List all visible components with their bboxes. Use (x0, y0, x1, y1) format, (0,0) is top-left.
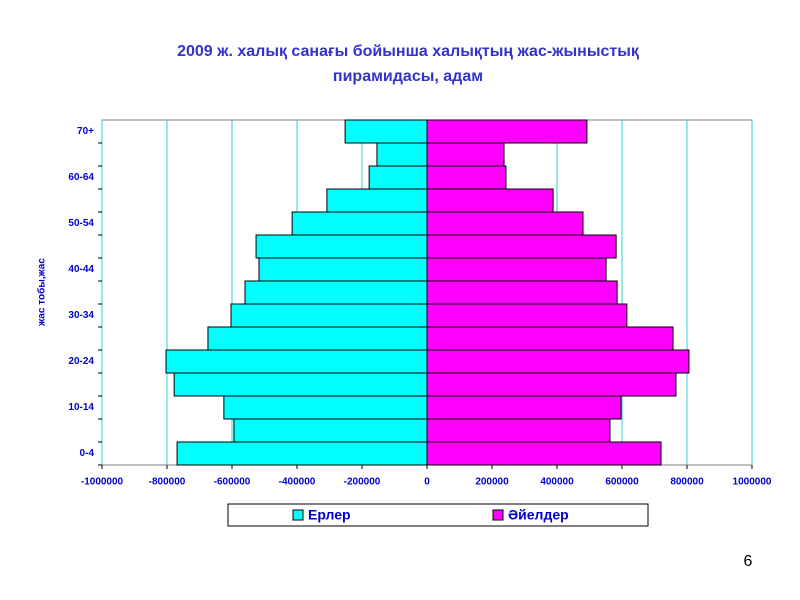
bar (426, 303, 628, 328)
legend-swatch (292, 509, 304, 521)
x-tick-label: 400000 (540, 477, 574, 488)
x-tick-label: -1000000 (81, 477, 124, 488)
bar (426, 349, 690, 374)
y-axis-label: жас тобы,жас (36, 258, 48, 327)
bar (233, 418, 428, 443)
bar (426, 234, 617, 259)
x-tick-label: 1000000 (733, 477, 772, 488)
x-tick-label: 600000 (605, 477, 639, 488)
bar (368, 165, 428, 190)
bar (173, 372, 428, 397)
x-tick-label: -200000 (344, 477, 381, 488)
chart-title: 2009 ж. халық санағы бойынша халықтың жа… (177, 43, 640, 60)
chart-title: пирамидасы, адам (333, 68, 483, 85)
bar (426, 188, 554, 213)
y-tick-label: 30-34 (68, 310, 94, 321)
bar (426, 211, 584, 236)
y-tick-label: 40-44 (68, 264, 94, 275)
x-tick-label: 200000 (475, 477, 509, 488)
bar (176, 441, 428, 466)
y-tick-label: 60-64 (68, 172, 94, 183)
y-tick-label: 10-14 (68, 402, 94, 413)
bar (426, 395, 622, 420)
x-tick-label: 800000 (670, 477, 704, 488)
x-tick-label: -400000 (279, 477, 316, 488)
y-tick-label: 70+ (77, 126, 94, 137)
bar (426, 418, 611, 443)
bar (426, 280, 618, 305)
bar (426, 257, 607, 282)
bar (258, 257, 428, 282)
bar (207, 326, 428, 351)
bar (244, 280, 428, 305)
bar (426, 142, 505, 167)
legend-box (227, 503, 649, 527)
x-tick-label: 0 (424, 477, 430, 488)
y-tick-label: 50-54 (68, 218, 94, 229)
y-tick-label: 0-4 (80, 448, 95, 459)
bar (426, 326, 674, 351)
bar (223, 395, 428, 420)
bar (165, 349, 428, 374)
bar (426, 372, 677, 397)
bar (255, 234, 428, 259)
bar (291, 211, 428, 236)
legend-label: Әйелдер (508, 507, 569, 523)
bar (230, 303, 428, 328)
legend-swatch (492, 509, 504, 521)
bar (426, 441, 662, 466)
bar (326, 188, 428, 213)
bar (426, 165, 507, 190)
x-tick-label: -600000 (214, 477, 251, 488)
y-tick-label: 20-24 (68, 356, 94, 367)
x-tick-label: -800000 (149, 477, 186, 488)
bar (344, 119, 428, 144)
bar (426, 119, 588, 144)
bar (376, 142, 428, 167)
legend-label: Ерлер (308, 507, 351, 523)
page-number: 6 (744, 553, 753, 570)
